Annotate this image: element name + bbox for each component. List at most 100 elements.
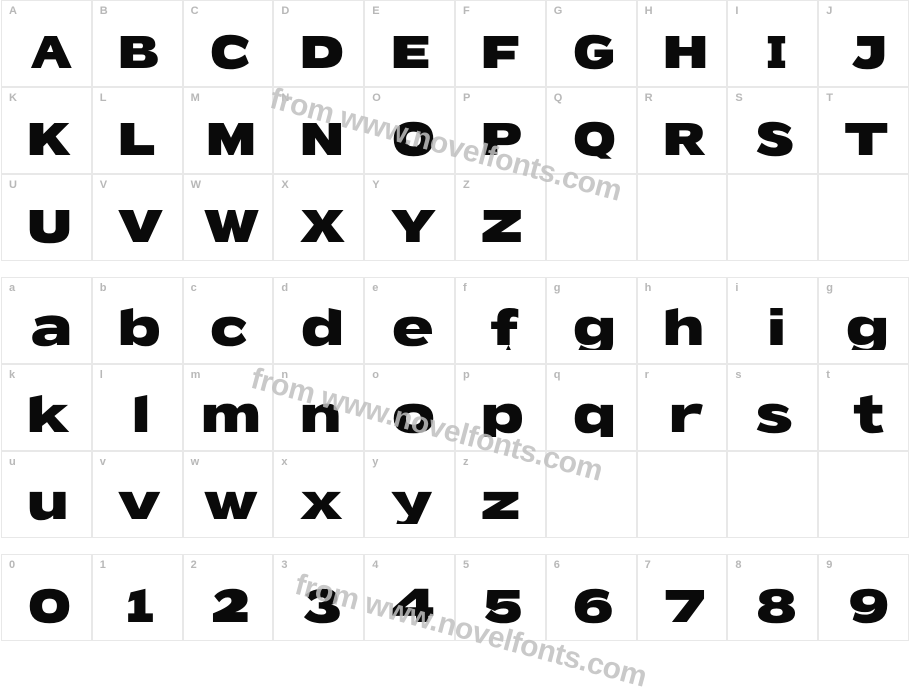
cell-label: L [100, 93, 182, 104]
glyph-cell [727, 174, 818, 261]
cell-glyph [554, 457, 636, 537]
cell-label: f [463, 283, 545, 294]
uppercase-grid: ABCDEFGHIJKLMNOPQRSTUVWXYZ [1, 0, 909, 261]
cell-label: 7 [645, 560, 727, 571]
cell-glyph [826, 17, 908, 86]
cell-label: o [372, 370, 454, 381]
cell-label: g [826, 283, 908, 294]
cell-glyph [281, 381, 363, 450]
cell-glyph [554, 17, 636, 86]
cell-glyph [554, 294, 636, 363]
cell-glyph [735, 571, 817, 640]
cell-label: W [191, 180, 273, 191]
glyph-cell: y [364, 451, 455, 538]
cell-glyph [463, 104, 545, 173]
cell-glyph [281, 468, 363, 537]
cell-glyph [191, 381, 273, 450]
cell-glyph [100, 571, 182, 640]
cell-glyph [372, 191, 454, 260]
cell-glyph [372, 468, 454, 537]
glyph-cell: I [727, 0, 818, 87]
glyph-cell: a [1, 277, 92, 364]
glyph-cell: U [1, 174, 92, 261]
cell-label: V [100, 180, 182, 191]
cell-glyph [9, 571, 91, 640]
cell-glyph [735, 381, 817, 450]
glyph-cell: R [637, 87, 728, 174]
cell-label: m [191, 370, 273, 381]
cell-label: t [826, 370, 908, 381]
cell-glyph [9, 294, 91, 363]
glyph-cell: g [818, 277, 909, 364]
glyph-cell [546, 174, 637, 261]
glyph-cell: 6 [546, 554, 637, 641]
cell-glyph [463, 17, 545, 86]
cell-glyph [826, 180, 908, 260]
cell-label: A [9, 6, 91, 17]
glyph-cell [818, 174, 909, 261]
cell-glyph [191, 191, 273, 260]
glyph-cell: e [364, 277, 455, 364]
cell-glyph [463, 571, 545, 640]
glyph-cell: 4 [364, 554, 455, 641]
cell-glyph [191, 294, 273, 363]
glyph-cell: G [546, 0, 637, 87]
glyph-cell: o [364, 364, 455, 451]
cell-label: 5 [463, 560, 545, 571]
cell-label: T [826, 93, 908, 104]
cell-glyph [372, 294, 454, 363]
glyph-cell: 7 [637, 554, 728, 641]
cell-label: H [645, 6, 727, 17]
cell-glyph [281, 104, 363, 173]
cell-label: Z [463, 180, 545, 191]
glyph-cell: c [183, 277, 274, 364]
cell-glyph [191, 468, 273, 537]
glyph-cell: E [364, 0, 455, 87]
glyph-cell: u [1, 451, 92, 538]
cell-label: F [463, 6, 545, 17]
cell-glyph [9, 468, 91, 537]
glyph-cell: F [455, 0, 546, 87]
cell-glyph [735, 180, 817, 260]
glyph-cell: N [273, 87, 364, 174]
glyph-cell: Y [364, 174, 455, 261]
cell-glyph [191, 571, 273, 640]
glyph-cell: w [183, 451, 274, 538]
glyph-cell: b [92, 277, 183, 364]
cell-label: O [372, 93, 454, 104]
cell-glyph [645, 294, 727, 363]
glyph-cell: h [637, 277, 728, 364]
cell-label: d [281, 283, 363, 294]
glyph-cell: x [273, 451, 364, 538]
cell-glyph [826, 294, 908, 363]
cell-glyph [100, 17, 182, 86]
cell-label: 2 [191, 560, 273, 571]
cell-glyph [645, 381, 727, 450]
glyph-cell: n [273, 364, 364, 451]
cell-glyph [372, 381, 454, 450]
cell-label: e [372, 283, 454, 294]
glyph-cell: C [183, 0, 274, 87]
digits-grid: 0123456789 [1, 554, 909, 641]
cell-label: u [9, 457, 91, 468]
glyph-cell: 0 [1, 554, 92, 641]
glyph-cell [637, 451, 728, 538]
glyph-cell: f [455, 277, 546, 364]
glyph-cell: K [1, 87, 92, 174]
glyph-cell: J [818, 0, 909, 87]
cell-glyph [9, 191, 91, 260]
cell-label: B [100, 6, 182, 17]
glyph-cell [637, 174, 728, 261]
cell-glyph [463, 191, 545, 260]
glyph-cell: W [183, 174, 274, 261]
cell-label: 0 [9, 560, 91, 571]
cell-label: z [463, 457, 545, 468]
cell-glyph [645, 17, 727, 86]
cell-label: g [554, 283, 636, 294]
cell-label: Q [554, 93, 636, 104]
cell-label: 1 [100, 560, 182, 571]
glyph-cell: V [92, 174, 183, 261]
glyph-cell: B [92, 0, 183, 87]
cell-glyph [191, 104, 273, 173]
cell-glyph [645, 104, 727, 173]
